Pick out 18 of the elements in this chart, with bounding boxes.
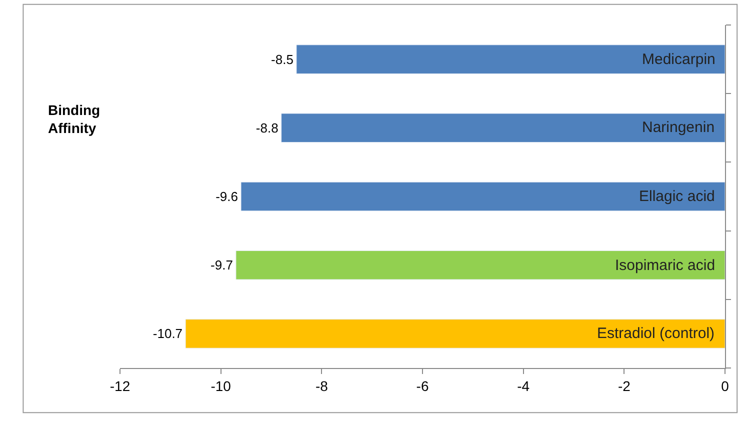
y-tick-label: Ellagic acid xyxy=(639,188,715,205)
x-tick-label: -6 xyxy=(416,378,429,394)
y-tick-label: Estradiol (control) xyxy=(597,325,715,342)
data-label: -8.5 xyxy=(271,52,294,67)
y-tick-label: Naringenin xyxy=(642,119,715,136)
y-axis-title: Binding Affinity xyxy=(48,102,100,136)
data-label: -10.7 xyxy=(152,326,183,342)
x-tick-label: -4 xyxy=(517,378,530,394)
x-tick-label: -12 xyxy=(110,378,130,394)
y-tick-label: Medicarpin xyxy=(642,51,716,68)
y-tick-label: Isopimaric acid xyxy=(615,257,716,274)
x-tick-label: -10 xyxy=(210,378,232,394)
x-tick-label: 0 xyxy=(721,378,730,394)
data-label: -9.7 xyxy=(210,258,233,273)
data-label: -9.6 xyxy=(216,189,238,204)
x-tick-label: -8 xyxy=(315,378,328,394)
data-label: -8.8 xyxy=(256,120,278,136)
x-tick-label: -2 xyxy=(618,378,631,394)
